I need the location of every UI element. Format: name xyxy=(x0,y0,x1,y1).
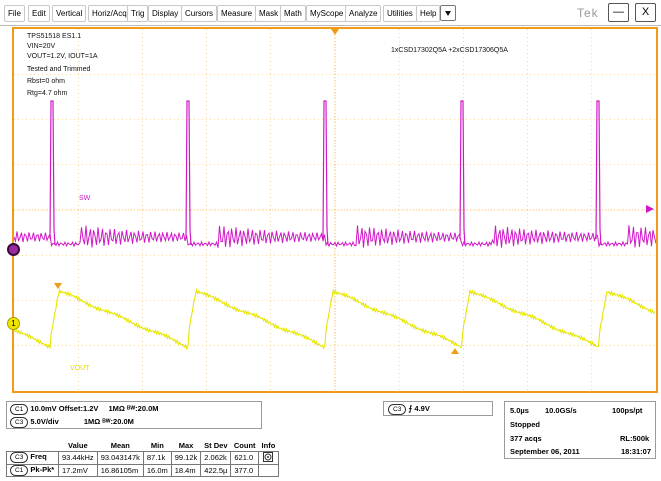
menu-myscope[interactable]: MyScope xyxy=(306,5,348,22)
menu-utilities[interactable]: Utilities xyxy=(383,5,417,22)
sample-rate: 10.0GS/s xyxy=(545,406,577,415)
col-max: Max xyxy=(178,440,194,450)
row-count: 377.0 xyxy=(230,463,260,477)
row-value: 93.44kHz xyxy=(58,450,98,465)
acq-count: 377 acqs xyxy=(510,434,542,443)
ch3-readout[interactable]: C3 5.0V/div 1MΩ ᴮᵂ:20.0M xyxy=(10,417,134,428)
menu-help[interactable]: Help xyxy=(416,5,441,22)
ch1-bandwidth: ᴮᵂ:20.0M xyxy=(127,404,159,413)
acq-state: Stopped xyxy=(510,420,540,429)
row-name: Pk-Pk* xyxy=(30,464,55,474)
ch3-badge: C3 xyxy=(10,417,29,428)
sw-trace-label: SW xyxy=(79,195,91,202)
table-row[interactable]: C1 Pk-Pk* 17.2mV 16.86105m 16.0m 18.4m 4… xyxy=(6,463,279,477)
note-rtg: Rtg=4.7 ohm xyxy=(27,90,68,97)
sw-trigger-level-marker xyxy=(646,205,654,213)
menu-cursors[interactable]: Cursors xyxy=(181,5,218,22)
trigger-readout-panel[interactable]: C3 ⨍ 4.9V xyxy=(383,401,493,416)
note-device: TPS51518 ES1.1 xyxy=(27,33,82,40)
note-vout: VOUT=1.2V, IOUT=1A xyxy=(27,53,98,60)
trigger-source-badge: C3 xyxy=(388,404,407,415)
acq-time: 18:31:07 xyxy=(621,447,652,456)
table-row[interactable]: C3 Freq 93.44kHz 93.043147k 87.1k 99.12k… xyxy=(6,450,279,465)
ch1-readout[interactable]: C1 10.0mV Offset:1.2V 1MΩ ᴮᵂ:20.0M xyxy=(10,404,159,415)
acq-date: September 06, 2011 xyxy=(510,447,580,456)
row-mean: 16.86105m xyxy=(96,463,144,477)
col-mean: Mean xyxy=(110,440,130,450)
menu-math[interactable]: Math xyxy=(280,5,306,22)
row-stdev: 2.062k xyxy=(200,450,232,465)
chevron-down-icon[interactable] xyxy=(440,5,456,21)
cursor-marker-b xyxy=(451,348,459,354)
sw-spike xyxy=(459,100,466,246)
sw-spike xyxy=(322,100,329,246)
row-max: 99.12k xyxy=(170,450,202,465)
row-badge: C1 xyxy=(10,464,29,476)
tek-logo: Tek xyxy=(577,6,599,20)
menu-vertical[interactable]: Vertical xyxy=(52,5,87,22)
row-stdev: 422.5µ xyxy=(200,463,232,477)
ch3-position-marker[interactable] xyxy=(7,243,20,256)
acquisition-readout-panel[interactable]: 5.0µs 10.0GS/s 100ps/pt Stopped 377 acqs… xyxy=(504,401,656,459)
col-count: Count xyxy=(233,440,256,450)
timebase: 5.0µs xyxy=(510,406,529,415)
row-value: 17.2mV xyxy=(58,463,98,477)
waveform-canvas xyxy=(14,29,656,391)
note-fets: 1xCSD17302Q5A +2xCSD17306Q5A xyxy=(391,47,508,54)
col-stdev: St Dev xyxy=(204,440,228,450)
menu-trig[interactable]: Trig xyxy=(127,5,149,22)
note-rbst: Rbst=0 ohm xyxy=(27,78,65,85)
info-icon[interactable] xyxy=(258,450,279,465)
ch3-scale: 5.0V/div xyxy=(30,417,59,426)
col-info: Info xyxy=(261,440,276,450)
trigger-level: 4.9V xyxy=(414,404,430,413)
row-min: 87.1k xyxy=(142,450,172,465)
menu-edit[interactable]: Edit xyxy=(28,5,50,22)
resolution: 100ps/pt xyxy=(612,406,643,415)
vout-trace-label: VOUT xyxy=(70,365,90,372)
ch1-impedance: 1MΩ xyxy=(108,404,125,413)
close-button[interactable]: X xyxy=(635,3,656,22)
menu-mask[interactable]: Mask xyxy=(255,5,283,22)
menu-analyze[interactable]: Analyze xyxy=(345,5,382,22)
row-name: Freq xyxy=(30,452,47,461)
sw-spike xyxy=(185,100,192,246)
record-length: RL:500k xyxy=(620,434,650,443)
ch3-bandwidth: ᴮᵂ:20.0M xyxy=(102,417,134,426)
measurements-table[interactable]: Value Mean Min Max St Dev Count Info C3 … xyxy=(6,440,279,477)
menu-measure[interactable]: Measure xyxy=(217,5,257,22)
menu-horiz-acq[interactable]: Horiz/Acq xyxy=(88,5,131,22)
col-min: Min xyxy=(150,440,164,450)
sw-trace xyxy=(14,225,656,248)
waveform-display[interactable]: TPS51518 ES1.1 VIN=20V VOUT=1.2V, IOUT=1… xyxy=(12,27,658,393)
menu-display[interactable]: Display xyxy=(148,5,183,22)
col-value: Value xyxy=(68,440,88,450)
minimize-button[interactable]: — xyxy=(608,3,629,22)
menu-bar: File Edit Vertical Horiz/Acq Trig Displa… xyxy=(0,0,661,26)
sw-spike xyxy=(49,100,56,246)
ch3-impedance: 1MΩ xyxy=(83,417,101,426)
row-badge: C3 xyxy=(10,452,29,463)
channel-readout-panel: C1 10.0mV Offset:1.2V 1MΩ ᴮᵂ:20.0M C3 5.… xyxy=(6,401,262,429)
ch1-offset: Offset:1.2V xyxy=(58,404,99,413)
row-mean: 93.043147k xyxy=(96,450,144,465)
vout-trace xyxy=(14,287,656,351)
ch1-scale: 10.0mV xyxy=(30,404,57,413)
row-max: 18.4m xyxy=(170,463,202,477)
menu-file[interactable]: File xyxy=(4,5,25,22)
note-vin: VIN=20V xyxy=(27,43,56,50)
trigger-slope-icon: ⨍ xyxy=(408,404,413,413)
row-count: 621.0 xyxy=(230,450,260,465)
row-min: 16.0m xyxy=(142,463,172,477)
annotation-notes: TPS51518 ES1.1 VIN=20V VOUT=1.2V, IOUT=1… xyxy=(27,32,98,99)
cursor-marker-a xyxy=(54,283,62,289)
ch1-badge: C1 xyxy=(10,404,29,415)
measurements-header-row: Value Mean Min Max St Dev Count Info xyxy=(7,440,279,451)
sw-spike xyxy=(595,100,602,246)
note-tested: Tested and Trimmed xyxy=(27,66,91,73)
ch1-position-marker[interactable]: 1 xyxy=(7,317,20,330)
trigger-position-marker xyxy=(331,29,339,35)
